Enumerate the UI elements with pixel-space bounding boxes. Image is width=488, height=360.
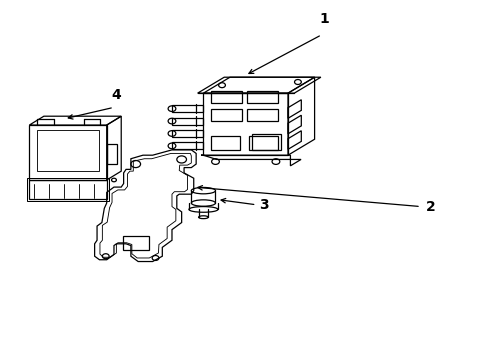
Bar bbox=[246, 109, 278, 121]
Bar bbox=[251, 134, 280, 150]
Bar bbox=[106, 144, 117, 163]
Bar bbox=[37, 130, 99, 171]
Text: 4: 4 bbox=[111, 88, 121, 102]
Bar bbox=[172, 142, 203, 149]
Bar bbox=[203, 93, 287, 155]
Text: 2: 2 bbox=[425, 199, 435, 213]
Bar bbox=[246, 91, 278, 103]
Bar bbox=[210, 136, 239, 150]
Text: 3: 3 bbox=[259, 198, 268, 212]
Bar bbox=[210, 109, 242, 121]
Bar bbox=[172, 105, 203, 112]
Bar bbox=[29, 125, 106, 180]
Bar bbox=[29, 180, 106, 199]
Bar bbox=[210, 91, 242, 103]
Bar bbox=[122, 237, 149, 250]
Bar bbox=[172, 130, 203, 137]
Bar bbox=[27, 178, 109, 201]
Text: 1: 1 bbox=[319, 12, 328, 26]
Bar bbox=[172, 117, 203, 125]
Bar bbox=[249, 136, 278, 150]
